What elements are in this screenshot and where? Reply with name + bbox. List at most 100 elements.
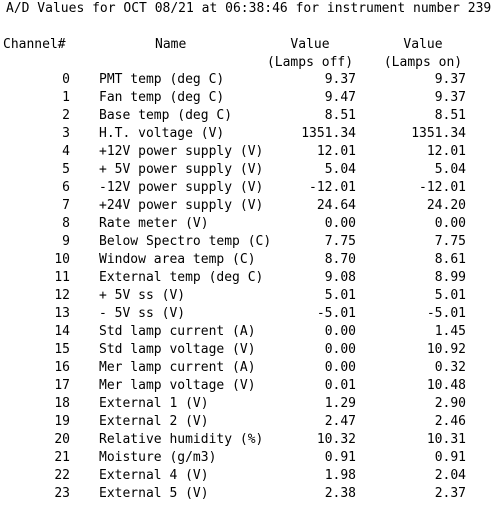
value-lamps-off: 8.70 (324, 252, 356, 267)
channel-name: Mer lamp current (A) (99, 360, 256, 375)
value-lamps-on: 5.04 (434, 162, 466, 177)
channel-name: PMT temp (deg C) (99, 72, 225, 87)
value-lamps-on: 2.46 (434, 414, 466, 429)
channel-name: + 5V power supply (V) (99, 162, 264, 177)
value-lamps-off: 2.38 (324, 486, 356, 501)
value-lamps-off: 0.00 (324, 324, 356, 339)
value-lamps-on: -12.01 (419, 180, 466, 195)
value-on-header: Value (403, 37, 443, 52)
channel-number: 23 (54, 486, 70, 501)
header-row: Channel# Name Value Value (0, 36, 443, 54)
channel-name: Std lamp current (A) (99, 324, 256, 339)
value-lamps-off: 24.64 (316, 198, 356, 213)
value-lamps-off: -12.01 (309, 180, 356, 195)
value-on-subheader: (Lamps on) (383, 55, 463, 70)
channel-number: 20 (54, 432, 70, 447)
value-lamps-on: 9.37 (434, 72, 466, 87)
channel-name: -12V power supply (V) (99, 180, 264, 195)
channel-number: 2 (62, 108, 70, 123)
value-lamps-off: 1351.34 (301, 126, 356, 141)
channel-name: External 5 (V) (99, 486, 209, 501)
value-lamps-on: 5.01 (434, 288, 466, 303)
channel-name: External 2 (V) (99, 414, 209, 429)
channel-number: 10 (54, 252, 70, 267)
value-lamps-off: 8.51 (324, 108, 356, 123)
value-lamps-on: 2.04 (434, 468, 466, 483)
value-lamps-off: 1.29 (324, 396, 356, 411)
channel-number: 14 (54, 324, 70, 339)
channel-name: Rate meter (V) (99, 216, 209, 231)
value-lamps-on: 0.91 (434, 450, 466, 465)
channel-number: 22 (54, 468, 70, 483)
value-lamps-off: 10.32 (316, 432, 356, 447)
channel-name: H.T. voltage (V) (99, 126, 225, 141)
value-lamps-on: 0.32 (434, 360, 466, 375)
channel-number: 15 (54, 342, 70, 357)
channel-name: Fan temp (deg C) (99, 90, 225, 105)
value-lamps-on: 0.00 (434, 216, 466, 231)
channel-header: Channel# (3, 37, 66, 52)
channel-number: 16 (54, 360, 70, 375)
channel-name: Below Spectro temp (C) (99, 234, 272, 249)
channel-name: External temp (deg C) (99, 270, 264, 285)
value-lamps-on: 8.99 (434, 270, 466, 285)
channel-number: 7 (62, 198, 70, 213)
value-lamps-on: 10.31 (426, 432, 466, 447)
channel-number: 1 (62, 90, 70, 105)
channel-name: Relative humidity (%) (99, 432, 264, 447)
value-lamps-on: 7.75 (434, 234, 466, 249)
value-lamps-off: 1.98 (324, 468, 356, 483)
name-header: Name (155, 37, 187, 52)
value-lamps-off: 5.01 (324, 288, 356, 303)
channel-number: 21 (54, 450, 70, 465)
channel-name: Base temp (deg C) (99, 108, 233, 123)
value-lamps-on: 2.90 (434, 396, 466, 411)
value-lamps-off: 9.47 (324, 90, 356, 105)
channel-name: Window area temp (C) (99, 252, 256, 267)
channel-name: External 4 (V) (99, 468, 209, 483)
channel-name: +24V power supply (V) (99, 198, 264, 213)
channel-name: + 5V ss (V) (99, 288, 186, 303)
channel-number: 6 (62, 180, 70, 195)
value-lamps-off: 0.00 (324, 216, 356, 231)
value-lamps-on: 1.45 (434, 324, 466, 339)
value-lamps-on: 9.37 (434, 90, 466, 105)
channel-number: 17 (54, 378, 70, 393)
value-lamps-on: 8.51 (434, 108, 466, 123)
value-off-header: Value (290, 37, 330, 52)
value-lamps-on: -5.01 (426, 306, 466, 321)
value-lamps-off: 0.91 (324, 450, 356, 465)
channel-number: 11 (54, 270, 70, 285)
report-title: A/D Values for OCT 08/21 at 06:38:46 for… (6, 1, 492, 16)
value-lamps-on: 10.92 (426, 342, 466, 357)
channel-name: - 5V ss (V) (99, 306, 186, 321)
value-lamps-off: 5.04 (324, 162, 356, 177)
channel-number: 3 (62, 126, 70, 141)
value-lamps-off: 0.00 (324, 360, 356, 375)
channel-number: 19 (54, 414, 70, 429)
channel-name: Std lamp voltage (V) (99, 342, 256, 357)
value-lamps-off: 0.00 (324, 342, 356, 357)
channel-name: External 1 (V) (99, 396, 209, 411)
value-lamps-on: 1351.34 (411, 126, 466, 141)
channel-number: 8 (62, 216, 70, 231)
value-lamps-off: 9.37 (324, 72, 356, 87)
channel-number: 4 (62, 144, 70, 159)
value-lamps-off: 9.08 (324, 270, 356, 285)
channel-name: Moisture (g/m3) (99, 450, 217, 465)
value-lamps-off: 7.75 (324, 234, 356, 249)
header-row-sub: (Lamps off) (Lamps on) (0, 54, 462, 72)
value-lamps-on: 8.61 (434, 252, 466, 267)
value-lamps-off: 2.47 (324, 414, 356, 429)
value-lamps-on: 2.37 (434, 486, 466, 501)
channel-number: 0 (62, 72, 70, 87)
value-lamps-on: 12.01 (426, 144, 466, 159)
value-off-subheader: (Lamps off) (266, 55, 354, 70)
channel-number: 5 (62, 162, 70, 177)
channel-number: 9 (62, 234, 70, 249)
channel-number: 18 (54, 396, 70, 411)
value-lamps-off: 0.01 (324, 378, 356, 393)
value-lamps-on: 10.48 (426, 378, 466, 393)
value-lamps-off: 12.01 (316, 144, 356, 159)
channel-name: Mer lamp voltage (V) (99, 378, 256, 393)
